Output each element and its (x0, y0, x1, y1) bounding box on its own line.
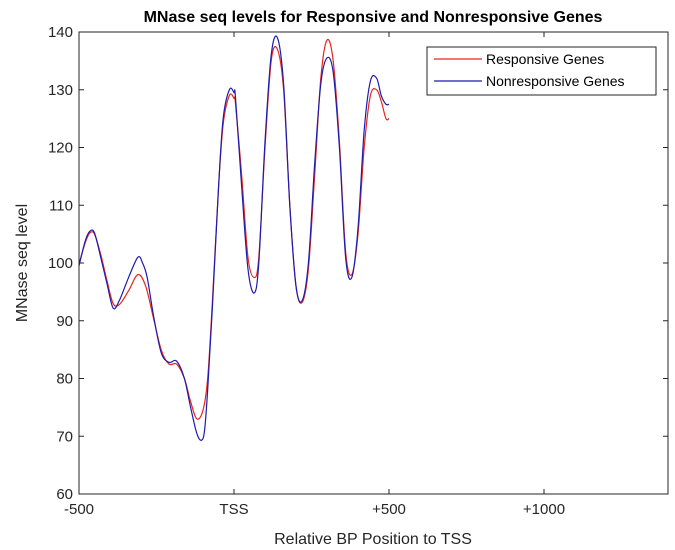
y-axis-label: MNase seq level (14, 204, 31, 322)
y-tick-label: 100 (48, 255, 73, 272)
y-tick-label: 60 (56, 486, 73, 503)
y-tick-label: 110 (49, 197, 73, 214)
y-tick-label: 120 (48, 140, 73, 157)
y-tick-label: 70 (56, 428, 73, 445)
chart-title: MNase seq levels for Responsive and Nonr… (144, 9, 603, 26)
x-tick-label: -500 (64, 501, 94, 518)
ticks-layer: -500 TSS +500 +1000 60 70 80 90 100 110 120 130 140 (48, 24, 668, 518)
x-tick-label: +1000 (523, 501, 565, 518)
legend-label-nonresponsive: Nonresponsive Genes (486, 73, 625, 89)
legend: Responsive Genes Nonresponsive Genes (426, 46, 657, 96)
legend-label-responsive: Responsive Genes (486, 51, 604, 67)
series-layer (78, 35, 390, 441)
legend-box (426, 46, 657, 96)
plot-background (79, 32, 668, 494)
x-tick-label: TSS (219, 501, 248, 518)
y-tick-label: 140 (48, 24, 73, 41)
y-tick-label: 80 (56, 371, 73, 388)
y-tick-label: 90 (56, 313, 73, 330)
y-tick-label: 130 (48, 82, 73, 99)
series-line-nonresponsive (78, 35, 390, 441)
x-tick-label: +500 (372, 501, 406, 518)
x-axis-label: Relative BP Position to TSS (274, 531, 472, 548)
